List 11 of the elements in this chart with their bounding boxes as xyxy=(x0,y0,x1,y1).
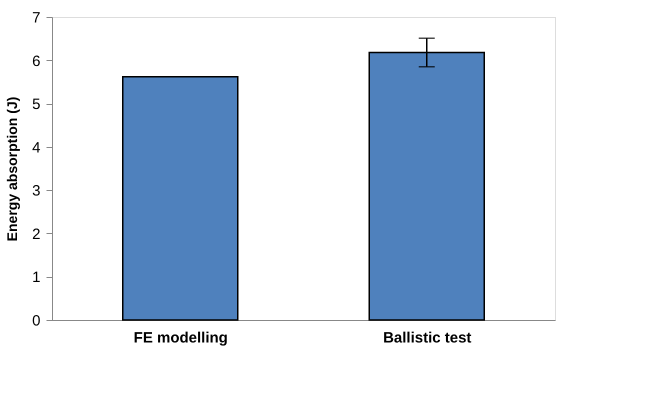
y-tick-label: 6 xyxy=(32,52,40,70)
y-tick-label: 7 xyxy=(32,10,40,26)
y-axis-title: Energy absorption (J) xyxy=(4,96,20,242)
y-tick-label: 4 xyxy=(32,139,40,156)
x-tick-label: Ballistic test xyxy=(383,330,472,346)
y-tick-label: 5 xyxy=(32,96,40,114)
x-tick-label: FE modelling xyxy=(134,330,228,346)
y-tick-label: 0 xyxy=(32,312,40,330)
y-tick-label: 2 xyxy=(32,226,40,243)
y-tick-label: 3 xyxy=(32,182,40,200)
y-tick-label: 1 xyxy=(32,269,40,286)
